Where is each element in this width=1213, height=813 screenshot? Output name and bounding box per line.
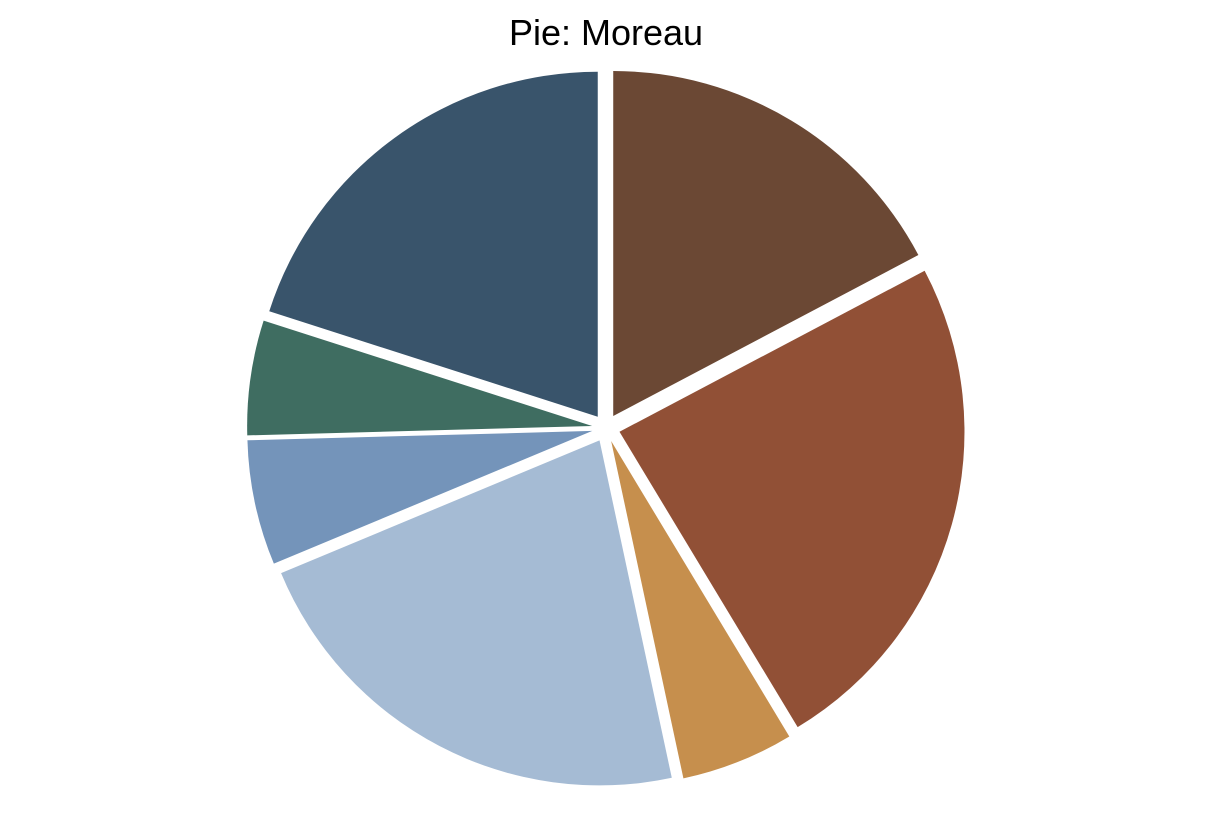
pie-slice-7 bbox=[269, 71, 598, 417]
pie-slice-4 bbox=[281, 440, 672, 786]
chart-title: Pie: Moreau bbox=[509, 12, 703, 53]
pie-slice-3 bbox=[611, 441, 790, 779]
pie-slice-1 bbox=[613, 71, 919, 417]
pie-slice-6 bbox=[247, 320, 593, 436]
pie-slices bbox=[247, 71, 965, 786]
pie-slice-2 bbox=[619, 270, 965, 728]
pie-slice-5 bbox=[247, 430, 593, 564]
